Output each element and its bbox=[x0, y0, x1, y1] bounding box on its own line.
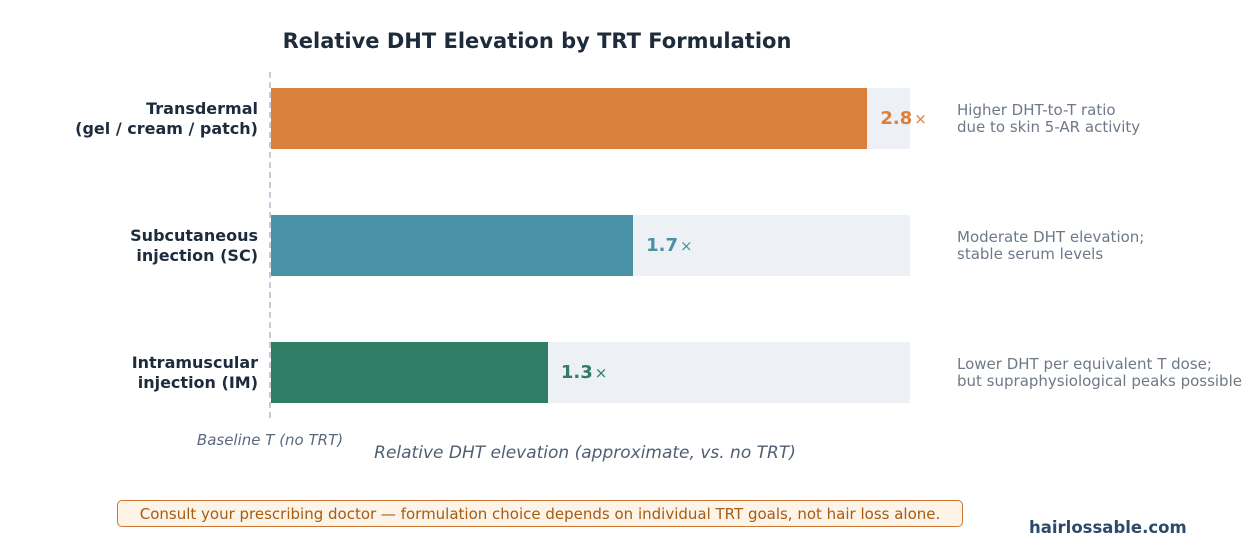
bar-value-label: 2.8 × bbox=[880, 108, 926, 129]
times-symbol: × bbox=[914, 109, 927, 128]
times-symbol: × bbox=[679, 236, 693, 255]
bar-row-transdermal: Transdermal (gel / cream / patch) 2.8 × H… bbox=[0, 88, 1250, 149]
x-axis-label: Relative DHT elevation (approximate, vs.… bbox=[374, 443, 796, 463]
category-line-1: Subcutaneous bbox=[130, 225, 258, 245]
category-line-1: Transdermal bbox=[146, 98, 258, 118]
category-label-transdermal: Transdermal (gel / cream / patch) bbox=[0, 88, 258, 149]
baseline-axis-label: Baseline T (no TRT) bbox=[196, 431, 344, 449]
bar-value-label: 1.7 × bbox=[646, 235, 692, 256]
annotation-line-2: but supraphysiological peaks possible bbox=[957, 371, 1242, 390]
times-symbol: × bbox=[594, 363, 608, 382]
bar-value-label: 1.3 × bbox=[561, 362, 607, 383]
bar-annotation: Moderate DHT elevation; stable serum lev… bbox=[957, 215, 1144, 276]
bar-fill-subcutaneous bbox=[271, 215, 634, 276]
value-number: 2.8 bbox=[880, 108, 913, 129]
category-line-2: (gel / cream / patch) bbox=[75, 118, 258, 138]
value-number: 1.3 bbox=[560, 362, 593, 383]
category-line-2: injection (IM) bbox=[137, 372, 258, 392]
bar-track: 2.8 × bbox=[271, 88, 927, 149]
bar-track: 1.3 × bbox=[271, 342, 910, 403]
bar-row-intramuscular: Intramuscular injection (IM) 1.3 × Lower … bbox=[0, 342, 1250, 403]
category-line-2: injection (SC) bbox=[136, 245, 258, 265]
annotation-line-1: Moderate DHT elevation; bbox=[957, 227, 1145, 246]
bar-fill-intramuscular bbox=[271, 342, 548, 403]
bar-row-subcutaneous: Subcutaneous injection (SC) 1.7 × Moderat… bbox=[0, 215, 1250, 276]
website-watermark: hairlossable.com bbox=[1029, 518, 1187, 537]
annotation-line-2: due to skin 5-AR activity bbox=[957, 117, 1141, 136]
bar-annotation: Higher DHT-to-T ratio due to skin 5-AR a… bbox=[957, 88, 1140, 149]
category-line-1: Intramuscular bbox=[131, 352, 258, 372]
baseline-dashed-line bbox=[269, 72, 271, 418]
annotation-line-1: Higher DHT-to-T ratio bbox=[957, 100, 1116, 119]
bar-fill-transdermal bbox=[271, 88, 868, 149]
annotation-line-1: Lower DHT per equivalent T dose; bbox=[957, 354, 1212, 373]
bar-annotation: Lower DHT per equivalent T dose; but sup… bbox=[957, 342, 1242, 403]
bar-track: 1.7 × bbox=[271, 215, 910, 276]
value-number: 1.7 bbox=[646, 235, 678, 256]
category-label-intramuscular: Intramuscular injection (IM) bbox=[0, 342, 258, 403]
category-label-subcutaneous: Subcutaneous injection (SC) bbox=[0, 215, 258, 276]
chart-title: Relative DHT Elevation by TRT Formulatio… bbox=[282, 29, 792, 53]
disclaimer-note: Consult your prescribing doctor — formul… bbox=[117, 500, 963, 527]
annotation-line-2: stable serum levels bbox=[957, 244, 1104, 263]
